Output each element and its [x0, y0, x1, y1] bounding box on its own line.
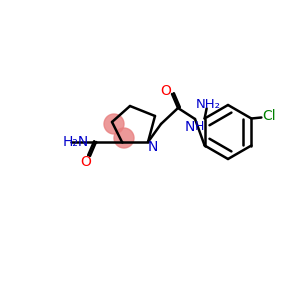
Text: O: O [81, 155, 92, 169]
Text: H: H [194, 121, 204, 134]
Text: NH₂: NH₂ [196, 98, 221, 111]
Circle shape [104, 114, 124, 134]
Text: O: O [160, 84, 171, 98]
Text: H₂N: H₂N [63, 135, 89, 149]
Text: N: N [185, 120, 195, 134]
Text: N: N [148, 140, 158, 154]
Circle shape [114, 128, 134, 148]
Text: Cl: Cl [262, 110, 276, 124]
